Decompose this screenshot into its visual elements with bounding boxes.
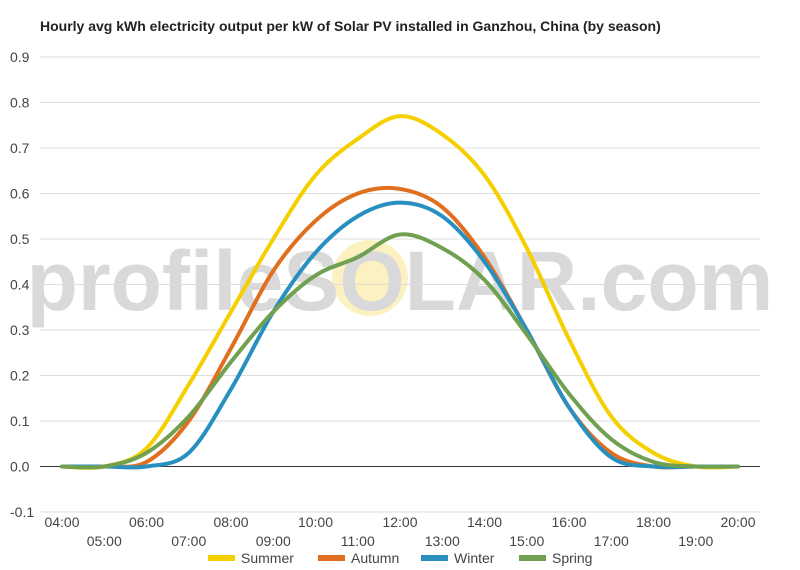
y-tick-label: 0.4	[10, 277, 30, 293]
x-tick-label: 04:00	[44, 514, 79, 530]
x-tick-label: 08:00	[213, 514, 248, 530]
y-tick-label: 0.9	[10, 49, 30, 65]
x-tick-label: 11:00	[341, 533, 375, 549]
x-tick-label: 06:00	[129, 514, 164, 530]
x-tick-label: 13:00	[425, 533, 460, 549]
legend: Summer Autumn Winter Spring	[208, 550, 592, 566]
y-tick-label: 0.2	[10, 368, 30, 384]
x-tick-label: 17:00	[594, 533, 629, 549]
legend-item-winter: Winter	[421, 550, 495, 566]
legend-label: Summer	[241, 550, 294, 566]
legend-item-summer: Summer	[208, 550, 294, 566]
legend-swatch	[318, 555, 345, 561]
legend-swatch	[519, 555, 546, 561]
series-line-winter	[60, 200, 740, 470]
x-tick-label: 20:00	[720, 514, 755, 530]
series-line-spring	[60, 232, 740, 470]
x-tick-label: 18:00	[636, 514, 671, 530]
y-tick-label: 0.5	[10, 231, 30, 247]
x-tick-label: 05:00	[87, 533, 122, 549]
series-line-summer	[60, 114, 740, 470]
y-axis: -0.1 0.0 0.1 0.2 0.3 0.4 0.5 0.6 0.7 0.8 0.9	[10, 49, 34, 520]
legend-item-spring: Spring	[519, 550, 592, 566]
legend-item-autumn: Autumn	[318, 550, 399, 566]
legend-label: Autumn	[351, 550, 399, 566]
y-tick-label: 0.8	[10, 95, 30, 111]
y-tick-label: 0.0	[10, 459, 30, 475]
legend-label: Spring	[552, 550, 592, 566]
y-tick-label: 0.6	[10, 186, 30, 202]
legend-swatch	[421, 555, 448, 561]
x-tick-label: 10:00	[298, 514, 333, 530]
y-tick-label: -0.1	[10, 504, 34, 520]
legend-swatch	[208, 555, 235, 561]
x-tick-label: 16:00	[551, 514, 586, 530]
x-axis: 04:00 05:00 06:00 07:00 08:00 09:00 10:00 11:00…	[44, 514, 755, 549]
series-line-autumn	[60, 185, 740, 470]
grid-lines	[40, 56, 760, 513]
x-tick-label: 15:00	[509, 533, 544, 549]
x-tick-label: 09:00	[256, 533, 291, 549]
x-tick-label: 19:00	[678, 533, 713, 549]
x-tick-label: 14:00	[467, 514, 502, 530]
y-tick-label: 0.1	[10, 413, 30, 429]
watermark-text: profileSOLAR.com	[27, 234, 774, 328]
chart-title: Hourly avg kWh electricity output per kW…	[40, 18, 661, 34]
x-tick-label: 12:00	[382, 514, 417, 530]
x-tick-label: 07:00	[171, 533, 206, 549]
legend-label: Winter	[454, 550, 495, 566]
y-tick-label: 0.3	[10, 322, 30, 338]
y-tick-label: 0.7	[10, 140, 30, 156]
series-lines	[60, 114, 740, 470]
